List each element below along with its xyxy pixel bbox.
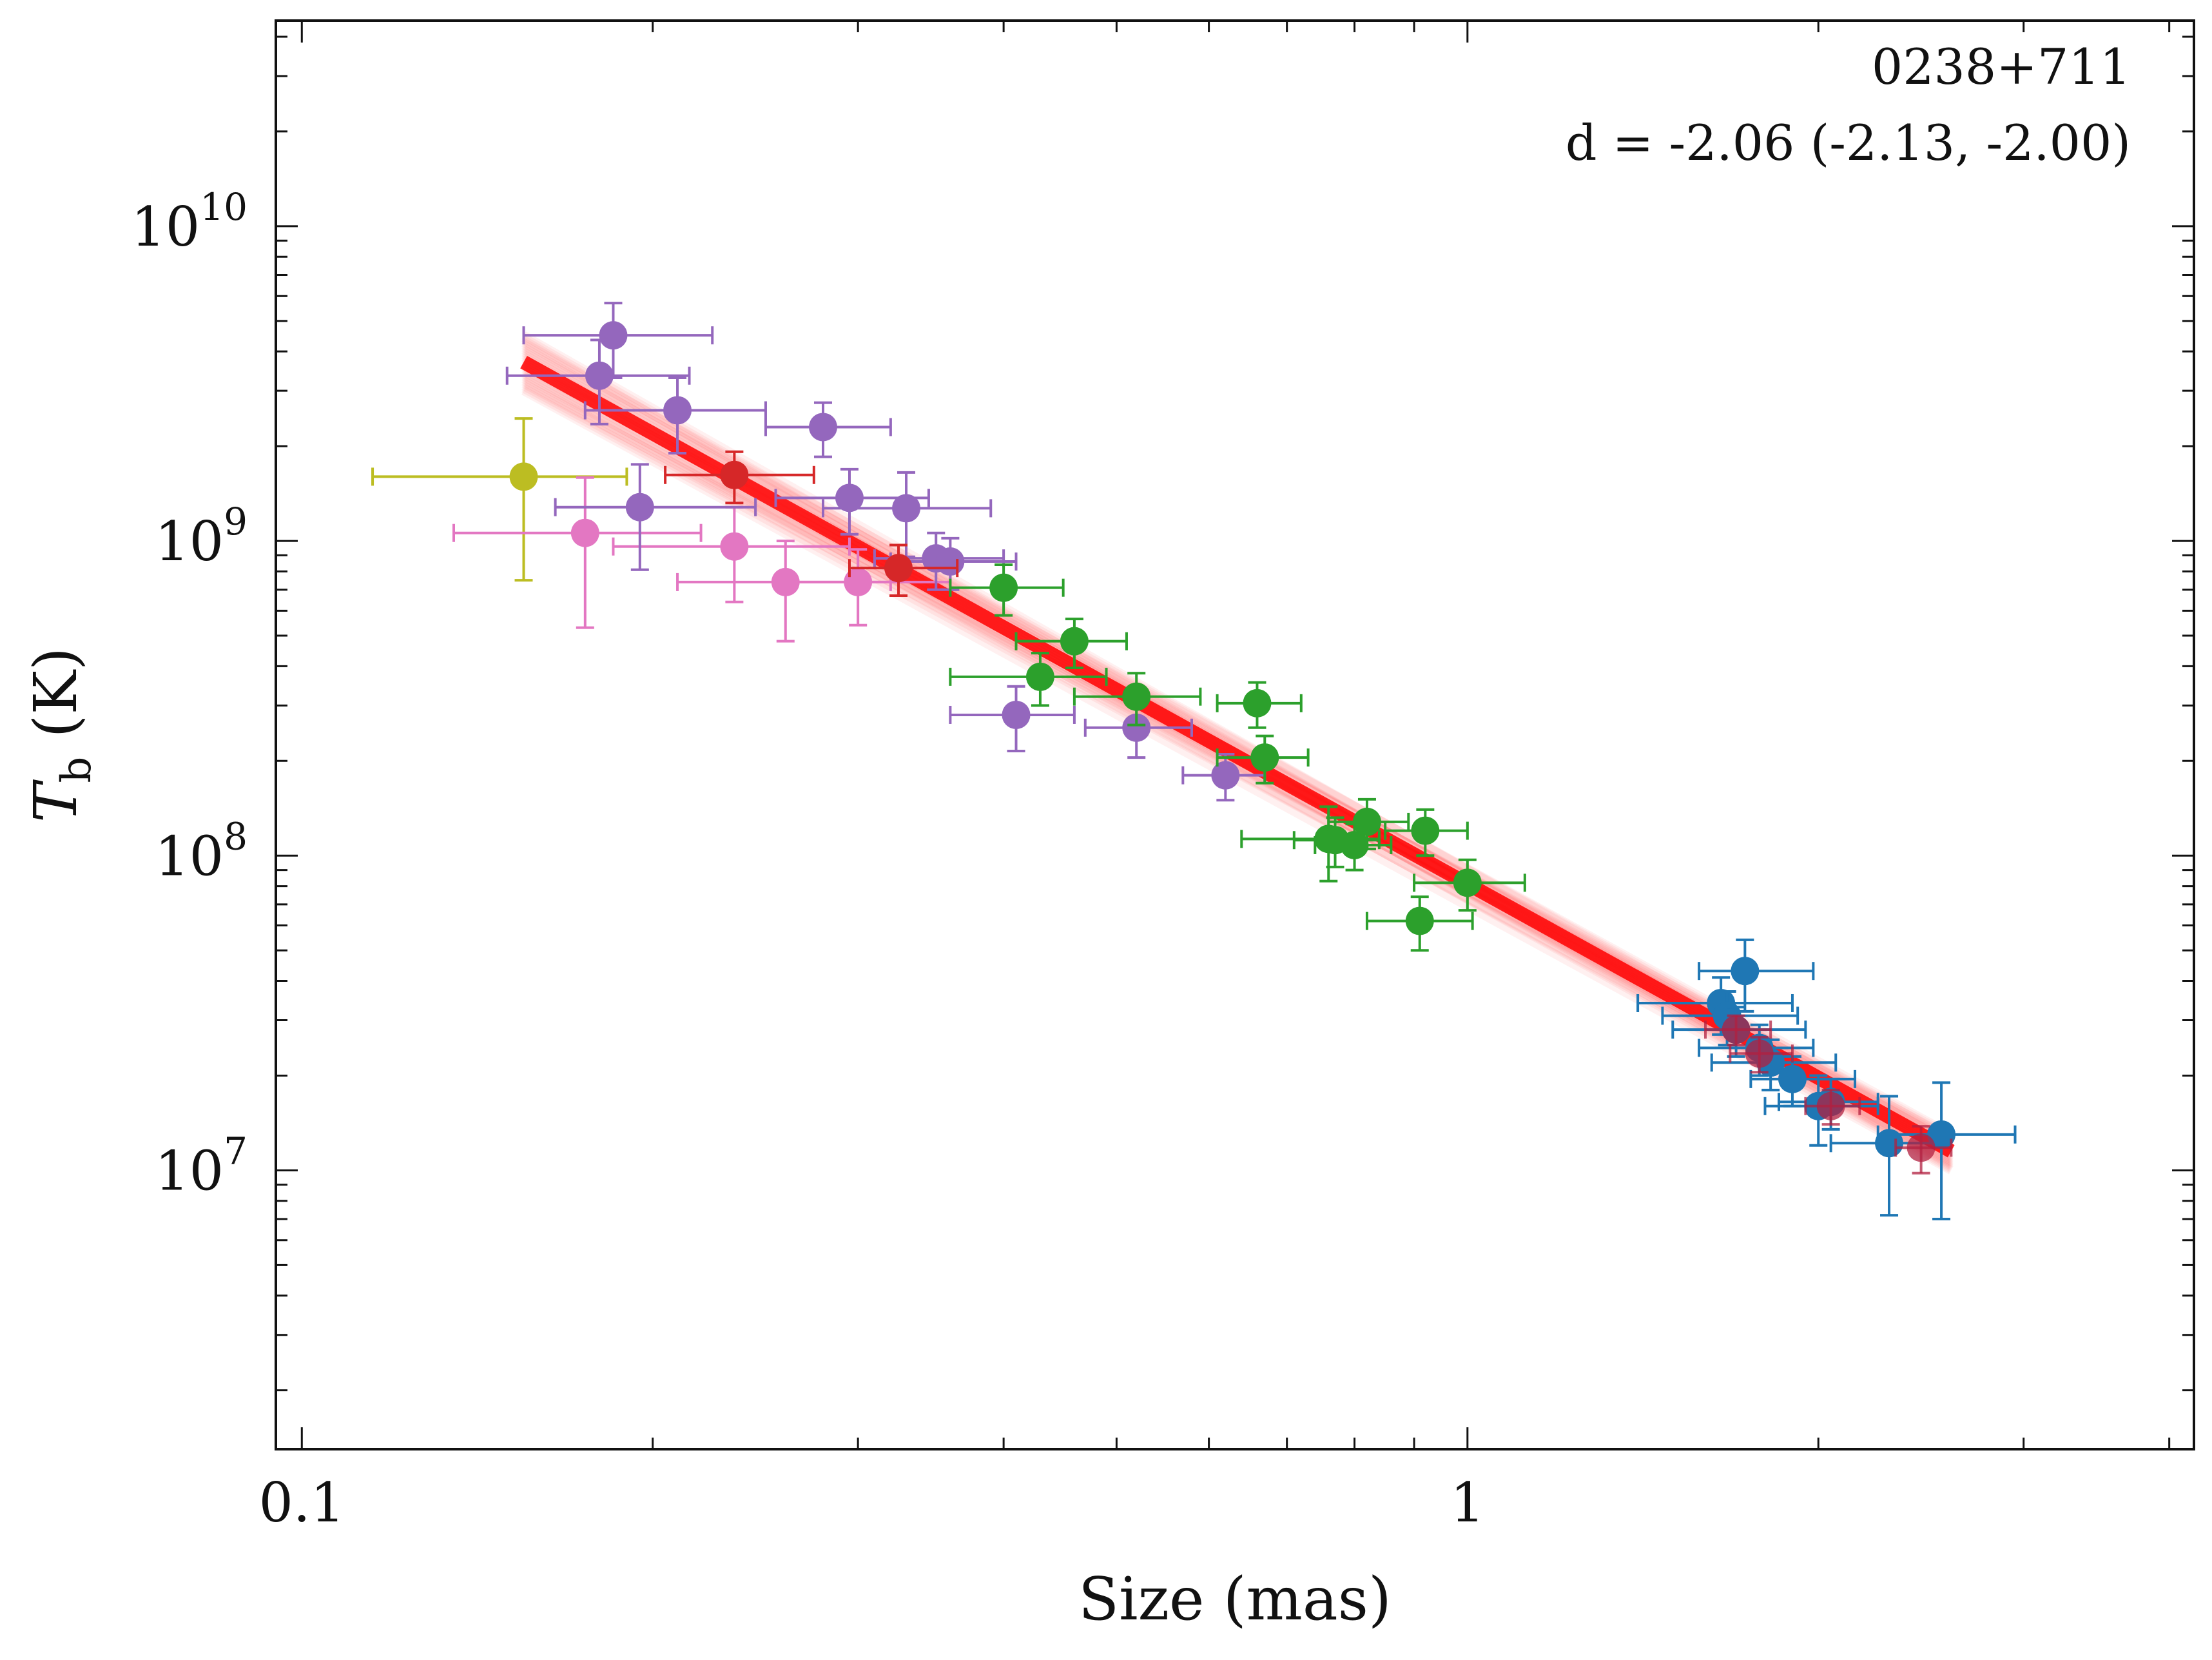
data-point: [1411, 816, 1440, 845]
data-point: [1211, 761, 1240, 790]
series-red: [664, 450, 959, 597]
data-point: [663, 396, 692, 425]
data-point: [720, 532, 749, 561]
data-point: [509, 462, 538, 491]
data-point: [1453, 868, 1482, 897]
data-points-layer: [371, 302, 2017, 1221]
data-point: [1352, 807, 1381, 836]
fit-slope-label: d = -2.06 (-2.13, -2.00): [1566, 114, 2131, 171]
data-point: [1722, 1015, 1751, 1044]
y-tick-label-1e7: 107: [155, 1129, 247, 1202]
series-purple: [505, 302, 1266, 802]
data-point: [1122, 682, 1151, 711]
data-point: [1025, 662, 1054, 691]
data-point: [1340, 830, 1369, 859]
x-axis-title: Size (mas): [1078, 1565, 1392, 1634]
y-tick-label-1e10: 1010: [131, 185, 247, 259]
x-tick-label-0.1: 0.1: [258, 1471, 345, 1534]
data-point: [808, 413, 837, 442]
series-yellow: [371, 417, 628, 582]
data-point: [585, 361, 614, 390]
plot-frame: [275, 19, 2195, 1450]
y-tick-label-1e8: 108: [155, 814, 247, 888]
data-point: [1906, 1133, 1936, 1162]
data-point: [1745, 1039, 1774, 1068]
data-point: [989, 573, 1018, 602]
data-point: [1060, 627, 1089, 656]
data-point: [835, 483, 864, 513]
y-tick-label-1e9: 109: [155, 500, 247, 573]
axis-ticks: [276, 21, 2194, 1449]
data-point: [844, 567, 873, 596]
data-point: [884, 554, 913, 583]
data-point: [1243, 688, 1272, 718]
data-point: [1816, 1091, 1845, 1120]
data-point: [1002, 700, 1031, 729]
data-point: [1250, 743, 1279, 772]
series-red-overlap: [1703, 1014, 1953, 1175]
data-point: [625, 493, 654, 522]
data-point: [599, 321, 628, 350]
x-tick-label-1: 1: [1450, 1471, 1484, 1534]
data-point: [1778, 1064, 1807, 1093]
data-point: [1927, 1120, 1956, 1149]
y-axis-title: Tb (K): [21, 647, 101, 823]
data-point: [720, 460, 749, 489]
data-point: [570, 518, 599, 547]
data-point: [1122, 713, 1151, 742]
series-green: [949, 563, 1526, 952]
data-point: [1405, 906, 1434, 935]
series-pink: [452, 476, 952, 643]
source-label: 0238+711: [1872, 38, 2131, 95]
data-point: [1731, 957, 1760, 986]
data-point: [936, 547, 965, 576]
data-point: [892, 494, 921, 523]
